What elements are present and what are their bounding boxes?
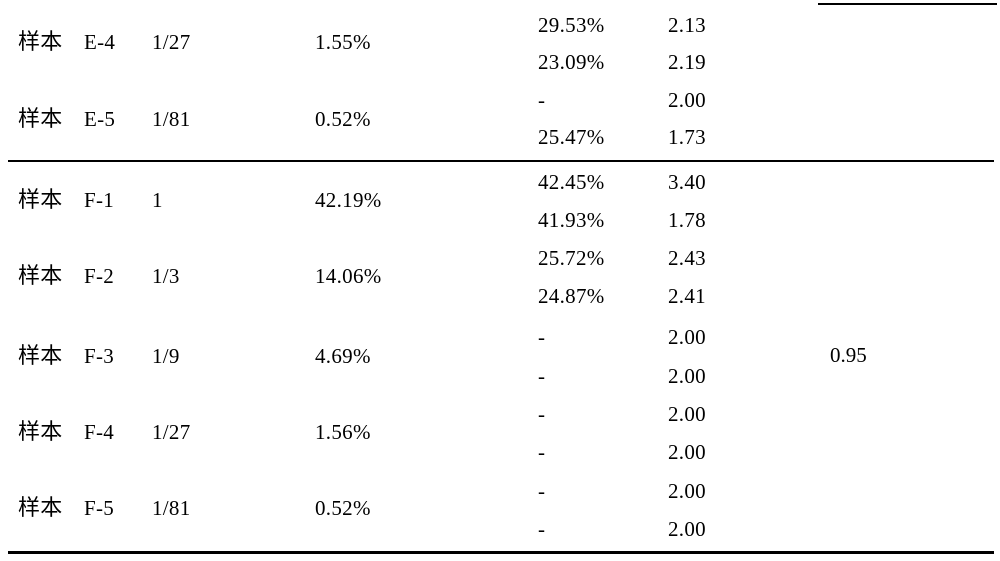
sub-numeric-value: 2.43 (668, 246, 706, 270)
sub-numeric-value: 1.78 (668, 208, 706, 232)
percent-value: 0.52% (315, 496, 371, 520)
percent-value: 1.55% (315, 30, 371, 54)
replicate-row: - 2.00 (0, 517, 1000, 541)
replicate-row: 23.09% 2.19 (0, 50, 1000, 74)
sub-numeric-value: 2.00 (668, 88, 706, 112)
sample-label-id: F-1 (84, 188, 115, 212)
sub-percent-value: - (538, 402, 546, 426)
sub-numeric-value: 2.00 (668, 402, 706, 426)
sub-percent-value: - (538, 479, 546, 503)
sub-numeric-value: 2.00 (668, 440, 706, 464)
dilution-value: 1/27 (152, 30, 191, 54)
percent-value: 14.06% (315, 264, 382, 288)
sub-numeric-value: 2.13 (668, 13, 706, 37)
replicate-row: - 2.00 (0, 325, 1000, 349)
group-summary-value: 0.95 (830, 343, 867, 367)
sub-percent-value: 29.53% (538, 13, 605, 37)
dilution-value: 1/3 (152, 264, 180, 288)
sample-label-id: E-5 (84, 107, 116, 131)
dilution-value: 1 (152, 188, 163, 212)
sample-row: 样本 F-3 1/9 4.69% (0, 343, 1000, 369)
replicate-row: 24.87% 2.41 (0, 284, 1000, 308)
replicate-row: - 2.00 (0, 440, 1000, 464)
sample-row: 样本 E-4 1/27 1.55% (0, 29, 1000, 55)
sub-numeric-value: 2.00 (668, 325, 706, 349)
sub-numeric-value: 2.00 (668, 364, 706, 388)
sub-percent-value: 41.93% (538, 208, 605, 232)
sample-label-id: F-4 (84, 420, 115, 444)
sample-label-id: F-5 (84, 496, 115, 520)
sample-label-id: E-4 (84, 30, 116, 54)
sub-percent-value: 23.09% (538, 50, 605, 74)
dilution-value: 1/9 (152, 344, 180, 368)
sample-row: 样本 F-5 1/81 0.52% (0, 495, 1000, 521)
sample-label-cn: 样本 (18, 106, 63, 131)
sub-percent-value: 25.72% (538, 246, 605, 270)
sub-numeric-value: 1.73 (668, 125, 706, 149)
sample-row: 样本 F-2 1/3 14.06% (0, 263, 1000, 289)
sample-label-cn: 样本 (18, 419, 63, 444)
replicate-row: 25.47% 1.73 (0, 125, 1000, 149)
percent-value: 4.69% (315, 344, 371, 368)
sub-percent-value: - (538, 364, 546, 388)
replicate-row: - 2.00 (0, 479, 1000, 503)
replicate-row: 41.93% 1.78 (0, 208, 1000, 232)
sub-percent-value: 24.87% (538, 284, 605, 308)
sample-label-cn: 样本 (18, 495, 63, 520)
dilution-value: 1/81 (152, 496, 191, 520)
replicate-row: - 2.00 (0, 364, 1000, 388)
dilution-value: 1/81 (152, 107, 191, 131)
sample-label-cn: 样本 (18, 343, 63, 368)
table-rule-top-right (818, 3, 997, 5)
sub-percent-value: - (538, 88, 546, 112)
sample-label-cn: 样本 (18, 263, 63, 288)
replicate-row: - 2.00 (0, 88, 1000, 112)
replicate-row: 42.45% 3.40 (0, 170, 1000, 194)
sample-row: 样本 F-1 1 42.19% (0, 187, 1000, 213)
sub-percent-value: 42.45% (538, 170, 605, 194)
sub-percent-value: 25.47% (538, 125, 605, 149)
table-rule-group-divider (8, 160, 994, 162)
sample-label-cn: 样本 (18, 29, 63, 54)
sub-numeric-value: 2.19 (668, 50, 706, 74)
replicate-row: 29.53% 2.13 (0, 13, 1000, 37)
sub-numeric-value: 2.00 (668, 479, 706, 503)
sample-label-cn: 样本 (18, 187, 63, 212)
sample-row: 样本 E-5 1/81 0.52% (0, 106, 1000, 132)
sub-percent-value: - (538, 517, 546, 541)
percent-value: 42.19% (315, 188, 382, 212)
sub-percent-value: - (538, 440, 546, 464)
sub-numeric-value: 2.00 (668, 517, 706, 541)
sample-row: 样本 F-4 1/27 1.56% (0, 419, 1000, 445)
sub-percent-value: - (538, 325, 546, 349)
replicate-row: - 2.00 (0, 402, 1000, 426)
dilution-value: 1/27 (152, 420, 191, 444)
replicate-row: 25.72% 2.43 (0, 246, 1000, 270)
sample-label-id: F-3 (84, 344, 115, 368)
percent-value: 1.56% (315, 420, 371, 444)
sub-numeric-value: 2.41 (668, 284, 706, 308)
sample-label-id: F-2 (84, 264, 115, 288)
percent-value: 0.52% (315, 107, 371, 131)
table-rule-bottom (8, 551, 994, 554)
sub-numeric-value: 3.40 (668, 170, 706, 194)
